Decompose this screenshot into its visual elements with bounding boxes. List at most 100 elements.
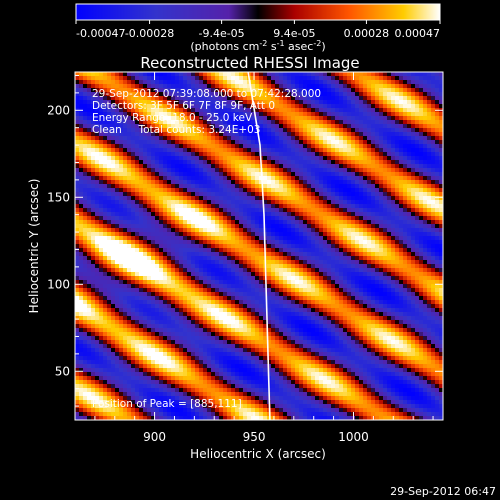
heatmap-cell [383,192,388,197]
heatmap-cell [99,112,104,117]
heatmap-cell [371,228,376,233]
heatmap-cell [199,216,204,221]
heatmap-cell [339,120,344,125]
heatmap-cell [199,276,204,281]
heatmap-cell [335,132,340,137]
heatmap-cell [327,268,332,273]
heatmap-cell [319,132,324,137]
heatmap-cell [275,168,280,173]
heatmap-cell [379,124,384,129]
heatmap-cell [291,260,296,265]
heatmap-cell [335,88,340,93]
heatmap-cell [271,164,276,169]
heatmap-cell [303,236,308,241]
heatmap-cell [291,128,296,133]
heatmap-cell [387,144,392,149]
heatmap-cell [387,96,392,101]
heatmap-cell [239,212,244,217]
heatmap-cell [203,260,208,265]
heatmap-cell [151,124,156,129]
heatmap-cell [123,156,128,161]
heatmap-cell [299,268,304,273]
heatmap-cell [155,112,160,117]
heatmap-cell [147,112,152,117]
heatmap-cell [259,228,264,233]
heatmap-cell [403,280,408,285]
heatmap-cell [387,272,392,277]
heatmap-cell [295,80,300,85]
heatmap-cell [323,276,328,281]
heatmap-cell [79,260,84,265]
heatmap-cell [255,136,260,141]
heatmap-cell [191,260,196,265]
heatmap-cell [407,224,412,229]
heatmap-cell [159,128,164,133]
heatmap-cell [267,204,272,209]
heatmap-cell [175,120,180,125]
heatmap-cell [379,240,384,245]
heatmap-cell [243,84,248,89]
heatmap-cell [355,216,360,221]
heatmap-cell [419,240,424,245]
heatmap-cell [259,144,264,149]
heatmap-cell [367,184,372,189]
heatmap-cell [275,140,280,145]
heatmap-cell [163,284,168,289]
heatmap-cell [383,204,388,209]
heatmap-cell [371,244,376,249]
heatmap-cell [255,96,260,101]
heatmap-cell [99,220,104,225]
heatmap-cell [143,208,148,213]
heatmap-cell [119,184,124,189]
heatmap-cell [131,76,136,81]
heatmap-cell [127,212,132,217]
heatmap-cell [75,144,80,149]
heatmap-cell [439,136,443,141]
heatmap-cell [231,228,236,233]
heatmap-cell [307,104,312,109]
heatmap-cell [351,120,356,125]
heatmap-cell [323,156,328,161]
heatmap-cell [331,144,336,149]
heatmap-cell [239,80,244,85]
heatmap-cell [143,248,148,253]
heatmap-cell [403,140,408,145]
heatmap-cell [195,104,200,109]
heatmap-cell [207,168,212,173]
heatmap-cell [279,176,284,181]
heatmap-cell [291,108,296,113]
heatmap-cell [371,240,376,245]
heatmap-cell [155,108,160,113]
heatmap-cell [87,80,92,85]
heatmap-cell [263,160,268,165]
heatmap-cell [395,240,400,245]
heatmap-cell [327,256,332,261]
heatmap-cell [315,264,320,269]
heatmap-cell [327,164,332,169]
heatmap-cell [247,184,252,189]
heatmap-cell [315,120,320,125]
heatmap-cell [211,172,216,177]
heatmap-cell [283,220,288,225]
heatmap-cell [259,96,264,101]
heatmap-cell [283,180,288,185]
heatmap-cell [431,104,436,109]
heatmap-cell [311,284,316,289]
heatmap-cell [283,88,288,93]
heatmap-cell [111,180,116,185]
heatmap-cell [379,96,384,101]
heatmap-cell [215,156,220,161]
heatmap-cell [139,200,144,205]
heatmap-cell [379,152,384,157]
heatmap-cell [371,188,376,193]
heatmap-cell [227,268,232,273]
heatmap-cell [91,88,96,93]
heatmap-cell [403,284,408,289]
heatmap-cell [243,216,248,221]
heatmap-cell [367,280,372,285]
heatmap-cell [267,244,272,249]
heatmap-cell [435,160,440,165]
heatmap-cell [195,208,200,213]
heatmap-cell [235,232,240,237]
heatmap-cell [235,76,240,81]
